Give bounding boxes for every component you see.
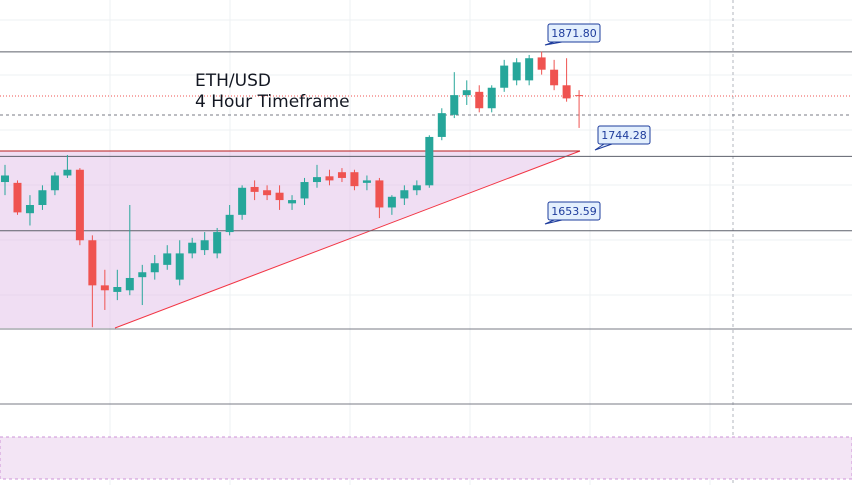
candle-body — [462, 90, 471, 96]
chart-subtitle: 4 Hour Timeframe — [195, 92, 350, 112]
candle-body — [75, 169, 84, 241]
candle-body — [500, 65, 509, 88]
callout-box — [547, 201, 601, 221]
callout-pointer — [544, 219, 563, 225]
candle-body — [150, 263, 159, 273]
candle-body — [100, 285, 109, 291]
trend-line — [114, 150, 581, 329]
candle-body — [263, 190, 272, 196]
candle-body — [387, 196, 396, 208]
callout-box — [597, 125, 651, 145]
candle-body — [425, 136, 434, 186]
candle-body — [113, 287, 122, 292]
candle-body — [88, 240, 97, 286]
candle-body — [163, 253, 172, 265]
candle-body — [63, 169, 72, 176]
callout-pointer — [544, 41, 563, 46]
candle-body — [1, 175, 9, 183]
chart-title: ETH/USD — [195, 71, 271, 91]
candle-body — [375, 180, 384, 208]
candle-body — [412, 185, 421, 191]
callout-pointer — [594, 143, 613, 151]
candle-body — [525, 58, 534, 81]
callout-label: 1653.59 — [551, 205, 597, 218]
candle-body — [325, 176, 334, 181]
candle-body — [175, 253, 184, 280]
candle-body — [400, 190, 409, 199]
candle-body — [213, 232, 222, 254]
candle-body — [313, 177, 321, 183]
candle-body — [450, 95, 459, 115]
candle-body — [238, 187, 247, 215]
candle-body — [275, 192, 284, 201]
candle-body — [188, 242, 197, 254]
candle-body — [225, 214, 234, 233]
callout-label: 1744.28 — [601, 129, 647, 142]
candle-body — [138, 272, 147, 278]
callout-label: 1871.80 — [551, 27, 597, 40]
callout-box — [547, 23, 601, 43]
candle-body — [50, 175, 59, 191]
candle-body — [125, 277, 134, 291]
candle-body — [250, 186, 259, 192]
candle-body — [288, 200, 297, 204]
rsi-band — [0, 436, 852, 480]
candle-body — [575, 95, 584, 97]
candle-body — [337, 172, 346, 178]
candle-body — [550, 69, 559, 86]
candle-body — [362, 180, 371, 183]
candle-body — [300, 182, 309, 199]
candle-body — [562, 85, 571, 99]
candle-body — [200, 240, 209, 251]
candle-body — [512, 62, 521, 81]
candle-body — [350, 172, 359, 187]
candle-body — [13, 182, 22, 213]
candle-body — [25, 205, 34, 214]
candle-body — [38, 190, 47, 205]
candle-body — [475, 91, 484, 109]
candle-body — [487, 87, 496, 109]
candle-body — [437, 113, 446, 137]
candle-body — [537, 57, 546, 70]
triangle-pattern — [0, 151, 580, 328]
